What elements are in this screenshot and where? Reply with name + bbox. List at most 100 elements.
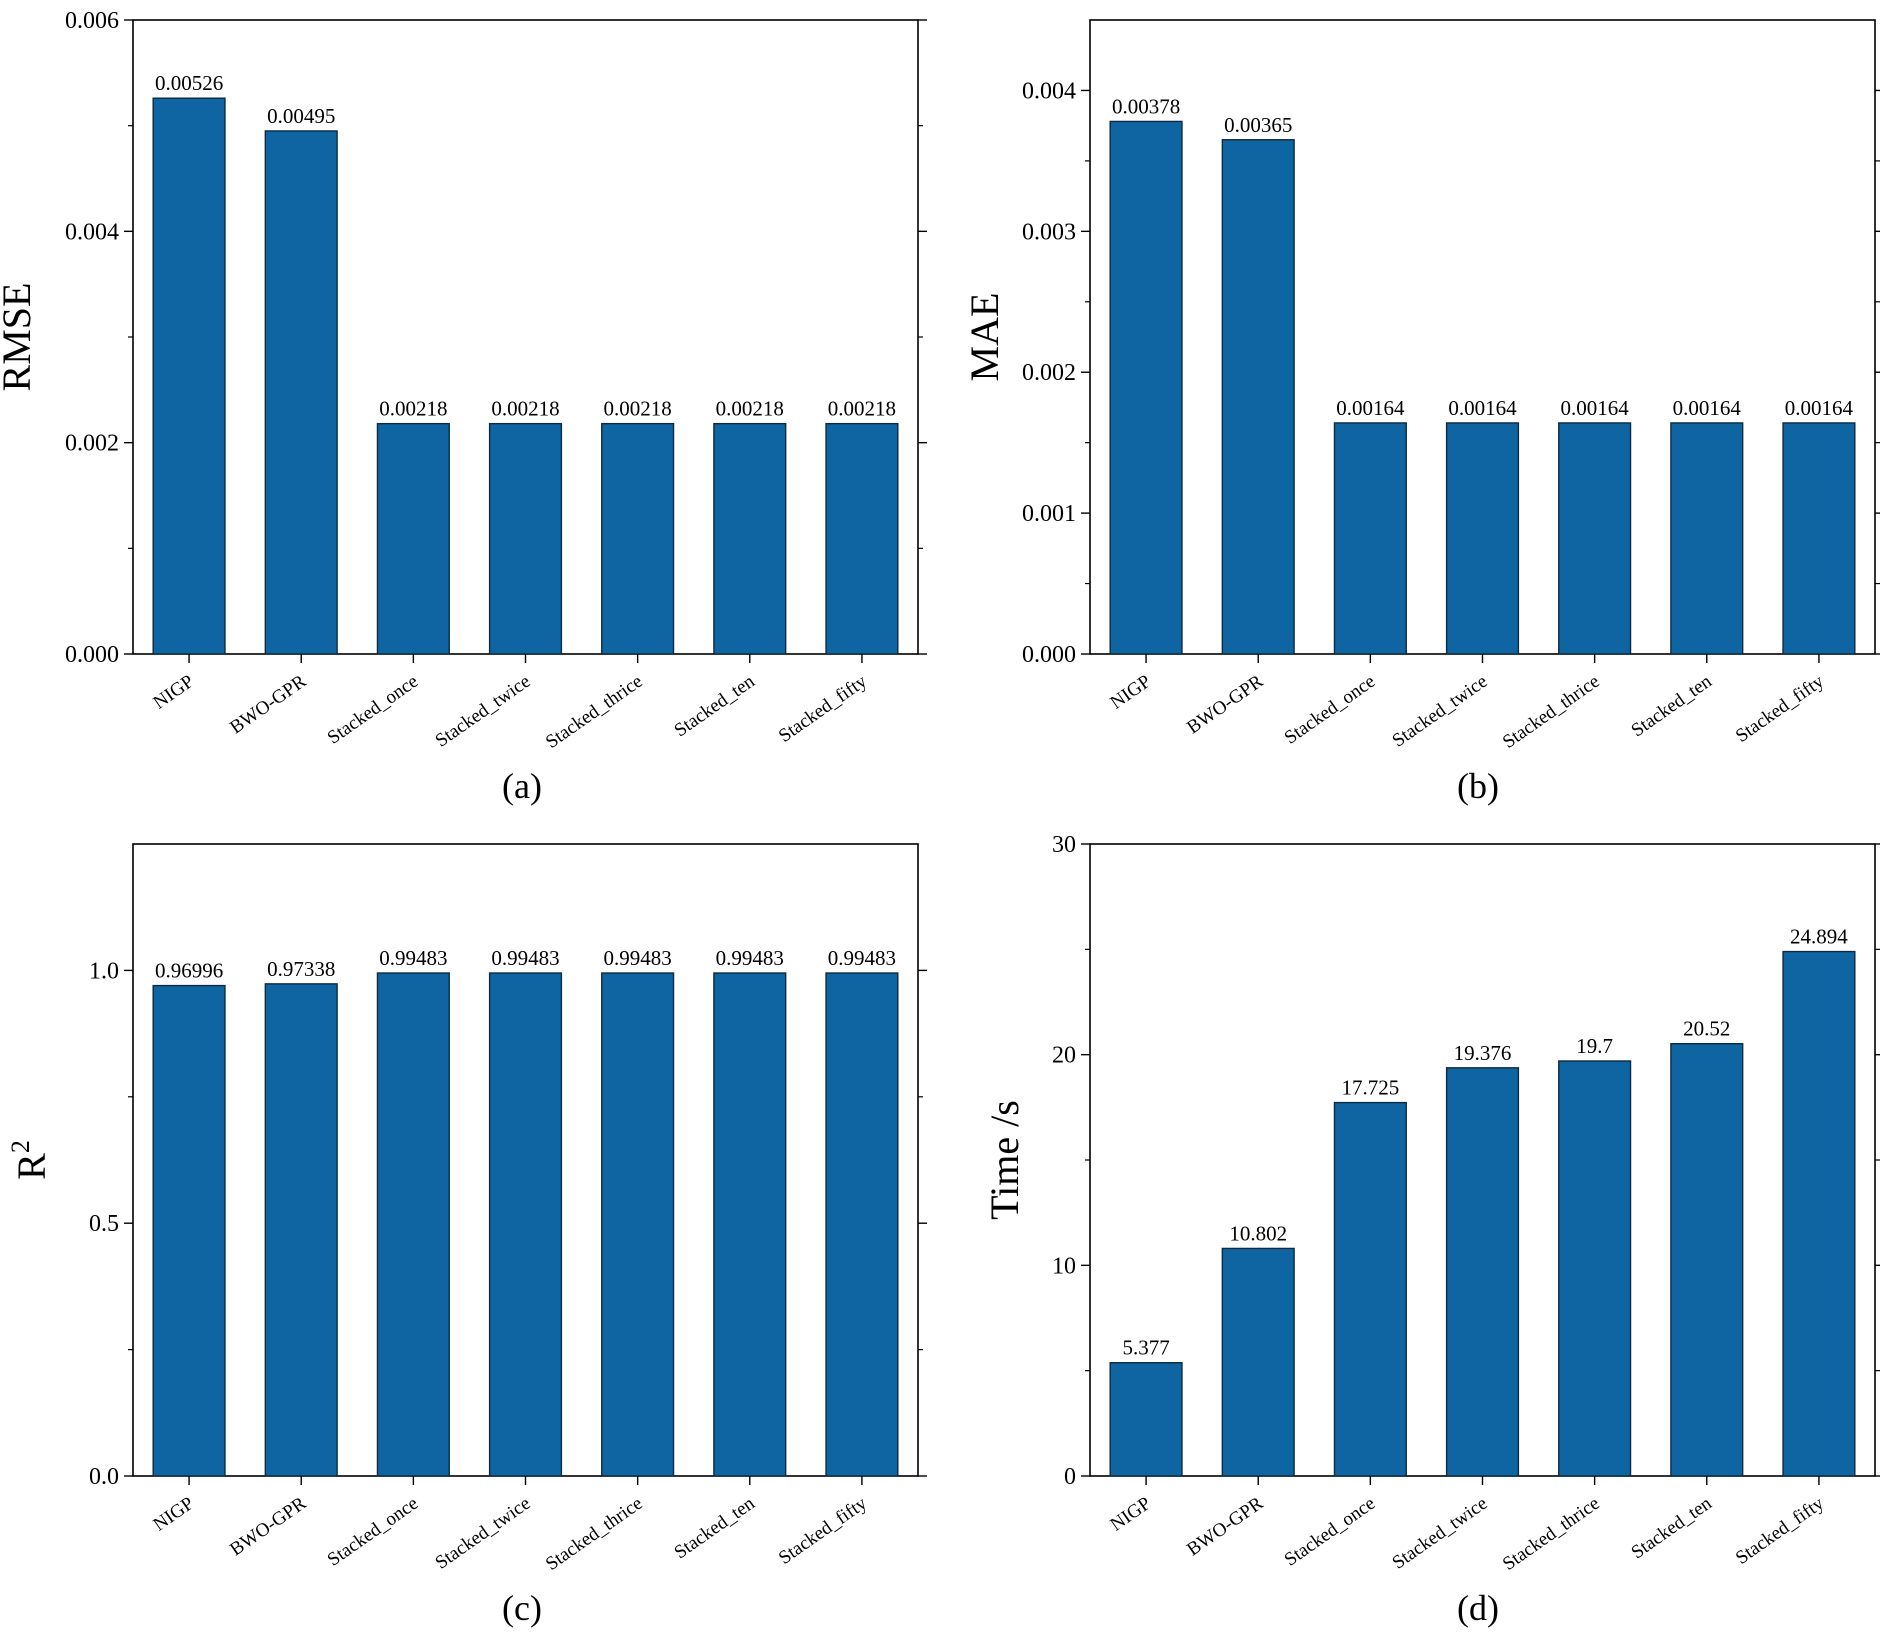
panel-label: (c)	[502, 1588, 542, 1628]
y-tick-label: 0.003	[1022, 219, 1076, 245]
category-label: Stacked_thrice	[1499, 671, 1604, 753]
category-label: NIGP	[1107, 1493, 1155, 1536]
value-label: 17.725	[1341, 1076, 1399, 1100]
category-label: Stacked_ten	[671, 671, 760, 742]
panel-label: (a)	[502, 766, 542, 806]
y-tick-label: 30	[1052, 832, 1076, 858]
value-label: 0.00378	[1112, 94, 1180, 118]
value-label: 0.00218	[828, 397, 896, 421]
y-axis-title: MAE	[962, 293, 1007, 382]
bar-Stacked_ten	[713, 422, 787, 655]
bar-Stacked_ten	[1670, 1043, 1744, 1477]
value-label: 0.00495	[267, 104, 335, 128]
chart-panel-a: 0.00526 NIGP 0.00495 BWO-GPR 0.00218 Stacked_…	[0, 8, 927, 806]
y-tick-label: 0.000	[65, 642, 119, 668]
y-tick-label: 1.0	[89, 958, 119, 984]
y-tick-label: 10	[1052, 1253, 1076, 1279]
bar-Stacked_fifty	[1782, 950, 1856, 1477]
category-label: Stacked_twice	[432, 671, 535, 752]
category-label: Stacked_thrice	[1499, 1493, 1604, 1575]
value-label: 0.00365	[1224, 113, 1292, 137]
category-label: Stacked_fifty	[775, 671, 871, 747]
value-label: 19.7	[1576, 1034, 1613, 1058]
category-label: Stacked_twice	[432, 1493, 535, 1574]
y-tick-label: 0	[1064, 1464, 1076, 1490]
y-tick-label: 0.004	[65, 219, 119, 245]
y-axis-title: RMSE	[0, 283, 39, 392]
value-label: 19.376	[1454, 1041, 1512, 1065]
category-label: Stacked_once	[324, 1493, 422, 1571]
bar-NIGP	[152, 984, 226, 1477]
panel-label: (b)	[1457, 766, 1499, 806]
category-label: Stacked_once	[1281, 1493, 1379, 1571]
bar-Stacked_fifty	[825, 972, 899, 1477]
value-label: 0.99483	[828, 946, 896, 970]
chart-panel-c: 0.96996 NIGP 0.97338 BWO-GPR 0.99483 Stacked_…	[6, 843, 927, 1628]
y-tick-label: 0.001	[1022, 501, 1076, 527]
category-label: Stacked_thrice	[542, 1493, 647, 1575]
bar-Stacked_thrice	[601, 422, 675, 655]
value-label: 0.00164	[1448, 396, 1517, 420]
value-label: 10.802	[1229, 1221, 1287, 1245]
value-label: 0.00218	[379, 397, 447, 421]
bar-Stacked_thrice	[1558, 422, 1632, 655]
bar-Stacked_once	[376, 972, 450, 1477]
bar-BWO-GPR	[264, 983, 338, 1477]
chart-panel-d: 5.377 NIGP 10.802 BWO-GPR 17.725 Stacked_once…	[982, 832, 1880, 1628]
bar-BWO-GPR	[1221, 1247, 1295, 1477]
y-tick-label: 0.0	[89, 1464, 119, 1490]
bar-Stacked_twice	[488, 972, 563, 1477]
category-label: NIGP	[150, 1493, 198, 1536]
y-tick-label: 0.004	[1022, 78, 1076, 104]
category-label: Stacked_twice	[1389, 1493, 1492, 1574]
category-label: Stacked_fifty	[775, 1493, 871, 1569]
category-label: Stacked_once	[1281, 671, 1379, 749]
y-tick-label: 0.002	[1022, 360, 1076, 386]
panel-label: (d)	[1457, 1588, 1499, 1628]
bar-Stacked_once	[376, 422, 450, 655]
category-label: Stacked_ten	[671, 1493, 760, 1564]
bar-Stacked_fifty	[1782, 422, 1856, 655]
bar-Stacked_once	[1333, 422, 1407, 655]
category-label: Stacked_thrice	[542, 671, 647, 753]
bar-Stacked_ten	[1670, 422, 1744, 655]
bar-Stacked_ten	[713, 972, 787, 1477]
value-label: 0.00218	[716, 397, 784, 421]
category-label: BWO-GPR	[1183, 671, 1267, 739]
value-label: 0.99483	[491, 946, 559, 970]
bar-Stacked_once	[1333, 1101, 1407, 1477]
y-tick-label: 0.5	[89, 1211, 119, 1237]
y-axis-title: Time /s	[982, 1100, 1027, 1220]
y-axis-title: R2	[6, 1140, 54, 1180]
value-label: 0.99483	[604, 946, 672, 970]
bar-BWO-GPR	[264, 130, 338, 655]
y-tick-label: 20	[1052, 1043, 1076, 1069]
bar-Stacked_twice	[1445, 1067, 1520, 1477]
value-label: 0.00526	[155, 71, 223, 95]
value-label: 0.96996	[155, 959, 223, 983]
category-label: NIGP	[150, 671, 198, 714]
value-label: 5.377	[1122, 1336, 1169, 1360]
y-tick-label: 0.006	[65, 8, 119, 34]
category-label: Stacked_fifty	[1732, 671, 1828, 747]
y-tick-label: 0.000	[1022, 642, 1076, 668]
category-label: BWO-GPR	[226, 671, 310, 739]
value-label: 20.52	[1683, 1017, 1730, 1041]
value-label: 0.00164	[1336, 396, 1405, 420]
value-label: 0.00218	[604, 397, 672, 421]
bar-NIGP	[1109, 120, 1183, 655]
y-tick-label: 0.002	[65, 431, 119, 457]
chart-panel-b: 0.00378 NIGP 0.00365 BWO-GPR 0.00164 Stacked_…	[962, 19, 1880, 806]
category-label: BWO-GPR	[226, 1493, 310, 1561]
category-label: Stacked_ten	[1628, 1493, 1717, 1564]
bar-BWO-GPR	[1221, 139, 1295, 655]
bar-Stacked_thrice	[601, 972, 675, 1477]
value-label: 0.00218	[491, 397, 559, 421]
category-label: BWO-GPR	[1183, 1493, 1267, 1561]
category-label: Stacked_twice	[1389, 671, 1492, 752]
value-label: 0.00164	[1673, 396, 1742, 420]
category-label: Stacked_once	[324, 671, 422, 749]
bar-Stacked_twice	[1445, 422, 1520, 655]
bar-Stacked_thrice	[1558, 1060, 1632, 1477]
